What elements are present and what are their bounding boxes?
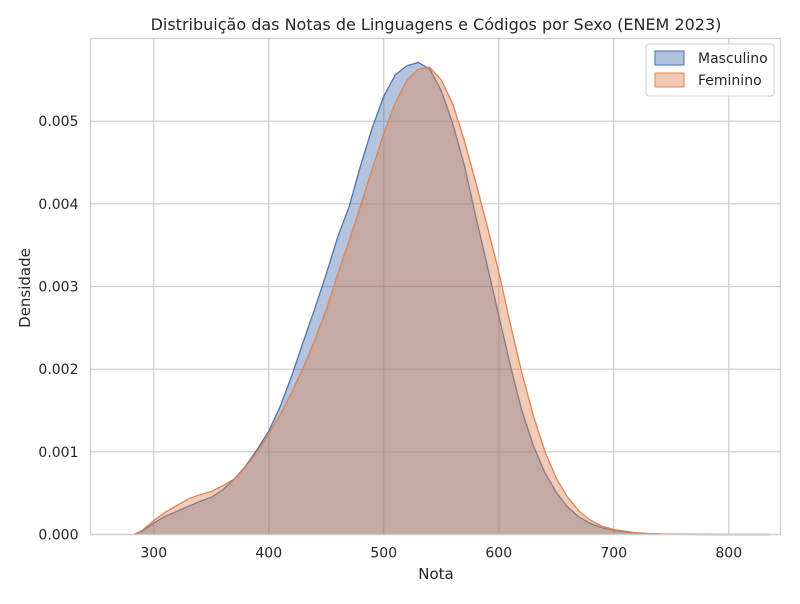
tick-labels: 300 400 500 600 700 800 0.000 0.001 0.002 0.003 0.…: [38, 114, 742, 561]
y-tick-label: 0.004: [38, 197, 78, 213]
density-line-masculino: [133, 61, 771, 536]
density-area-feminino: [134, 67, 771, 535]
y-axis-label: Densidade: [16, 248, 34, 328]
legend: Masculino Feminino: [645, 43, 775, 97]
y-tick-label: 0.002: [38, 362, 78, 378]
density-line-feminino: [133, 66, 771, 536]
x-tick-label: 600: [485, 546, 512, 562]
y-tick-label: 0.000: [38, 528, 78, 544]
y-tick-label: 0.005: [38, 114, 78, 130]
density-area-masculino: [134, 62, 771, 535]
x-tick-label: 300: [140, 546, 167, 562]
y-tick-label: 0.001: [38, 445, 78, 461]
legend-label-masculino: Masculino: [698, 51, 768, 67]
plot-area: [133, 61, 771, 536]
legend-label-feminino: Feminino: [698, 73, 762, 89]
x-tick-label: 500: [370, 546, 397, 562]
legend-swatch-masculino: [654, 50, 685, 66]
y-tick-label: 0.003: [38, 280, 78, 296]
x-tick-label: 400: [255, 546, 282, 562]
x-tick-label: 800: [715, 546, 742, 562]
x-axis-label: Nota: [418, 565, 453, 583]
x-tick-label: 700: [600, 546, 627, 562]
grid: [90, 38, 781, 536]
legend-swatch-feminino: [654, 72, 685, 88]
plot-frame: [89, 37, 782, 536]
chart-title: Distribuição das Notas de Linguagens e C…: [151, 15, 722, 34]
